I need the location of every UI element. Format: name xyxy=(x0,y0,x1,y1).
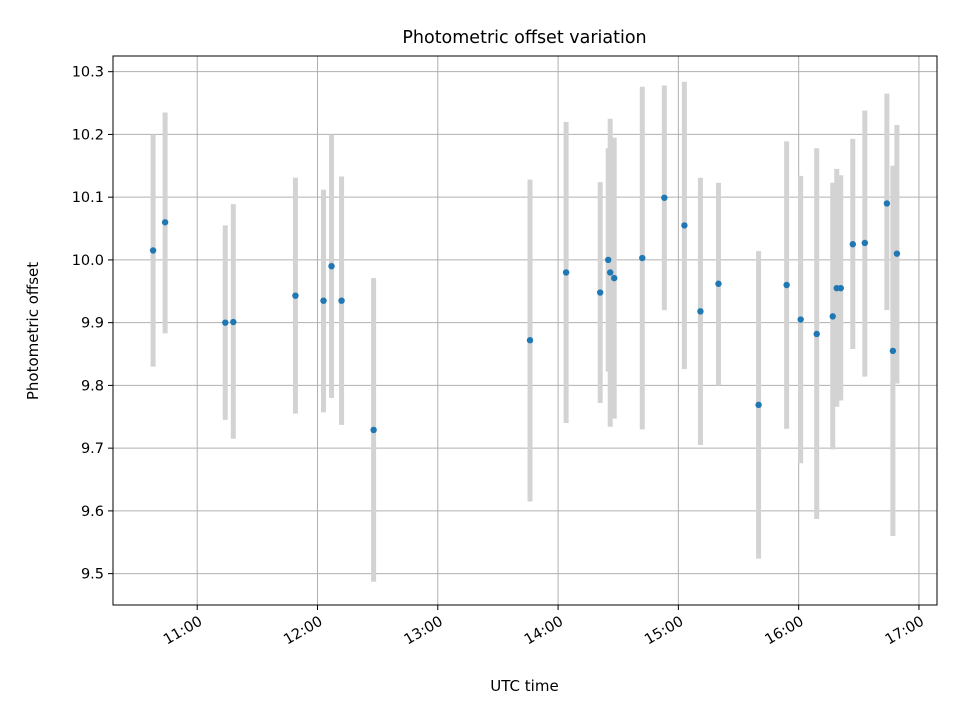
y-tick-label: 10.0 xyxy=(72,253,104,269)
y-tick-label: 9.8 xyxy=(81,378,104,394)
data-point xyxy=(328,262,335,270)
data-point xyxy=(605,256,612,264)
y-tick-label: 10.3 xyxy=(72,65,104,81)
data-point xyxy=(893,250,901,257)
data-point xyxy=(889,347,897,355)
data-point xyxy=(292,292,299,299)
data-point xyxy=(149,247,157,254)
y-tick-label: 9.9 xyxy=(81,316,104,332)
plot-frame xyxy=(112,55,938,606)
data-point xyxy=(837,284,844,292)
data-point xyxy=(797,316,804,323)
chart-title: Photometric offset variation xyxy=(402,28,646,48)
data-point xyxy=(222,319,229,326)
data-point xyxy=(596,289,604,296)
y-axis-label: Photometric offset xyxy=(24,262,42,400)
data-point xyxy=(639,254,646,262)
data-point xyxy=(849,241,856,248)
data-point xyxy=(338,297,345,304)
data-point xyxy=(611,274,618,282)
data-point xyxy=(230,318,237,326)
data-point xyxy=(661,194,668,201)
data-points xyxy=(149,194,901,434)
y-tick-label: 10.1 xyxy=(72,190,104,206)
y-tick-label: 9.5 xyxy=(81,567,104,583)
data-point xyxy=(783,281,790,289)
data-point xyxy=(813,330,820,338)
y-tick-label: 9.7 xyxy=(81,441,104,457)
y-tick-label: 10.2 xyxy=(72,127,104,143)
data-point xyxy=(755,401,762,409)
data-point xyxy=(861,239,869,247)
data-point xyxy=(681,222,688,229)
data-point xyxy=(607,269,614,276)
data-point xyxy=(526,337,534,344)
data-point xyxy=(562,269,570,276)
data-point xyxy=(320,297,327,304)
data-point xyxy=(883,200,891,207)
data-point xyxy=(829,313,836,320)
data-point xyxy=(715,280,722,287)
data-point xyxy=(370,426,377,434)
x-axis-label: UTC time xyxy=(490,677,558,695)
data-point xyxy=(697,308,704,315)
y-tick-label: 9.6 xyxy=(81,504,104,520)
data-point xyxy=(161,219,169,226)
